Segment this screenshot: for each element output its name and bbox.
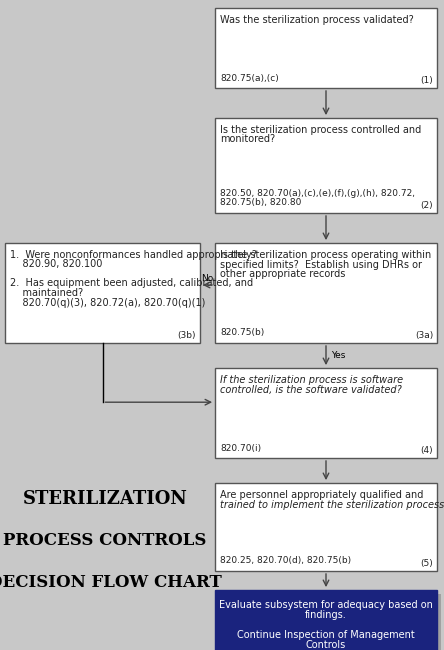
Text: trained to implement the sterilization process?: trained to implement the sterilization p… [220,499,444,510]
Text: 820.50, 820.70(a),(c),(e),(f),(g),(h), 820.72,: 820.50, 820.70(a),(c),(e),(f),(g),(h), 8… [220,189,415,198]
Text: 1.  Were nonconformances handled appropriately?: 1. Were nonconformances handled appropri… [10,250,257,260]
Text: (3a): (3a) [415,331,433,340]
Text: Is the sterilization process operating within: Is the sterilization process operating w… [220,250,431,260]
Text: Evaluate subsystem for adequacy based on: Evaluate subsystem for adequacy based on [219,600,433,610]
Text: Continue Inspection of Management: Continue Inspection of Management [237,630,415,640]
Text: (5): (5) [420,559,433,568]
Text: 820.75(b): 820.75(b) [220,328,264,337]
Text: (3b): (3b) [178,331,196,340]
Text: If the sterilization process is software: If the sterilization process is software [220,375,403,385]
Text: 820.70(q)(3), 820.72(a), 820.70(q)(1): 820.70(q)(3), 820.72(a), 820.70(q)(1) [10,298,206,307]
Text: Is the sterilization process controlled and: Is the sterilization process controlled … [220,125,421,135]
Bar [215,483,437,571]
Text: 820.25, 820.70(d), 820.75(b): 820.25, 820.70(d), 820.75(b) [220,556,351,566]
Bar [5,243,200,343]
Text: specified limits?  Establish using DHRs or: specified limits? Establish using DHRs o… [220,259,422,270]
Text: (2): (2) [420,201,433,210]
Text: 820.75(b), 820.80: 820.75(b), 820.80 [220,198,301,207]
Bar [215,118,437,213]
Text: (4): (4) [420,446,433,455]
Text: (1): (1) [420,76,433,85]
Text: other appropriate records: other appropriate records [220,269,345,279]
Bar [219,594,441,650]
Text: Controls: Controls [306,640,346,650]
Text: controlled, is the software validated?: controlled, is the software validated? [220,385,402,395]
Text: No: No [201,274,213,283]
Bar [215,368,437,458]
Bar [215,590,437,650]
Text: PROCESS CONTROLS: PROCESS CONTROLS [3,532,207,549]
Text: 820.70(i): 820.70(i) [220,443,261,452]
Text: findings.: findings. [305,610,347,620]
Text: Are personnel appropriately qualified and: Are personnel appropriately qualified an… [220,490,424,500]
Text: 820.75(a),(c): 820.75(a),(c) [220,73,279,83]
Text: 2.  Has equipment been adjusted, calibrated, and: 2. Has equipment been adjusted, calibrat… [10,278,253,289]
Text: Was the sterilization process validated?: Was the sterilization process validated? [220,15,414,25]
Text: STERILIZATION: STERILIZATION [23,490,187,508]
Text: 820.90, 820.100: 820.90, 820.100 [10,259,103,270]
Text: maintained?: maintained? [10,288,83,298]
Text: monitored?: monitored? [220,135,275,144]
Text: DECISION FLOW CHART: DECISION FLOW CHART [0,574,222,591]
Bar [215,243,437,343]
Text: Yes: Yes [331,351,345,360]
Bar [215,8,437,88]
